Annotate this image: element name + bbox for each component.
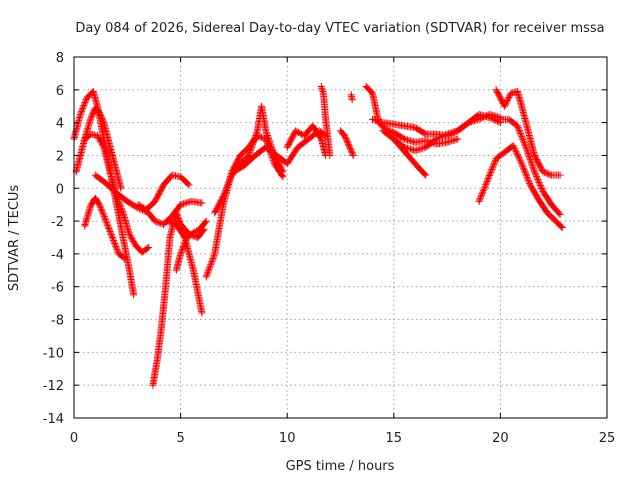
marker-path xyxy=(492,86,564,179)
x-tick-label: 20 xyxy=(492,431,509,446)
marker-path xyxy=(347,91,356,104)
marker-path xyxy=(172,217,210,274)
y-tick-label: 6 xyxy=(56,84,64,99)
y-tick-label: 0 xyxy=(56,182,64,197)
series-track-22 xyxy=(492,86,564,179)
marker-path xyxy=(337,127,357,159)
marker-path xyxy=(390,135,430,179)
y-tick-label: -2 xyxy=(51,215,64,230)
series-track-21 xyxy=(475,142,566,232)
series-track-8 xyxy=(134,171,193,214)
series-track-5 xyxy=(81,194,129,263)
marker-path xyxy=(475,142,566,232)
y-axis-label: SDTVAR / TECUs xyxy=(7,185,22,292)
series-track-14 xyxy=(317,83,334,159)
series-track-15 xyxy=(337,127,357,159)
series-track-13 xyxy=(283,122,330,159)
series-track-9 xyxy=(172,217,210,274)
x-tick-label: 25 xyxy=(599,431,616,446)
series-track-17 xyxy=(362,83,462,148)
marker-path xyxy=(81,130,153,256)
series-track-6 xyxy=(149,209,208,389)
x-tick-label: 0 xyxy=(70,431,78,446)
data-points xyxy=(70,83,566,389)
x-axis-ticks: 0 5 10 15 20 25 xyxy=(70,57,615,446)
series-track-23 xyxy=(496,115,564,219)
marker-path xyxy=(362,83,462,148)
marker-path xyxy=(149,209,208,389)
x-tick-label: 15 xyxy=(386,431,403,446)
chart-title: Day 084 of 2026, Sidereal Day-to-day VTE… xyxy=(75,21,604,36)
x-tick-label: 10 xyxy=(279,431,296,446)
marker-path xyxy=(496,115,564,219)
y-tick-label: 2 xyxy=(56,149,64,164)
y-tick-label: 4 xyxy=(56,117,64,132)
series-track-16 xyxy=(347,91,356,104)
y-tick-label: -14 xyxy=(43,412,64,427)
series-track-20 xyxy=(390,135,430,179)
y-tick-label: -4 xyxy=(51,248,64,263)
y-axis-ticks: -14 -12 -10 -8 -6 -4 -2 0 2 4 6 8 xyxy=(43,51,607,427)
marker-path xyxy=(81,194,129,263)
x-axis-label: GPS time / hours xyxy=(286,459,395,474)
y-tick-label: -10 xyxy=(43,346,64,361)
grid-lines xyxy=(74,57,607,418)
series-track-3 xyxy=(81,130,153,256)
plot-frame xyxy=(73,56,608,419)
y-tick-label: 8 xyxy=(56,51,64,66)
marker-path xyxy=(317,83,334,159)
y-tick-label: -12 xyxy=(43,379,64,394)
y-tick-label: -6 xyxy=(51,281,64,296)
marker-path xyxy=(134,171,193,214)
x-tick-label: 5 xyxy=(176,431,184,446)
marker-path xyxy=(283,122,330,159)
y-tick-label: -8 xyxy=(51,314,64,329)
